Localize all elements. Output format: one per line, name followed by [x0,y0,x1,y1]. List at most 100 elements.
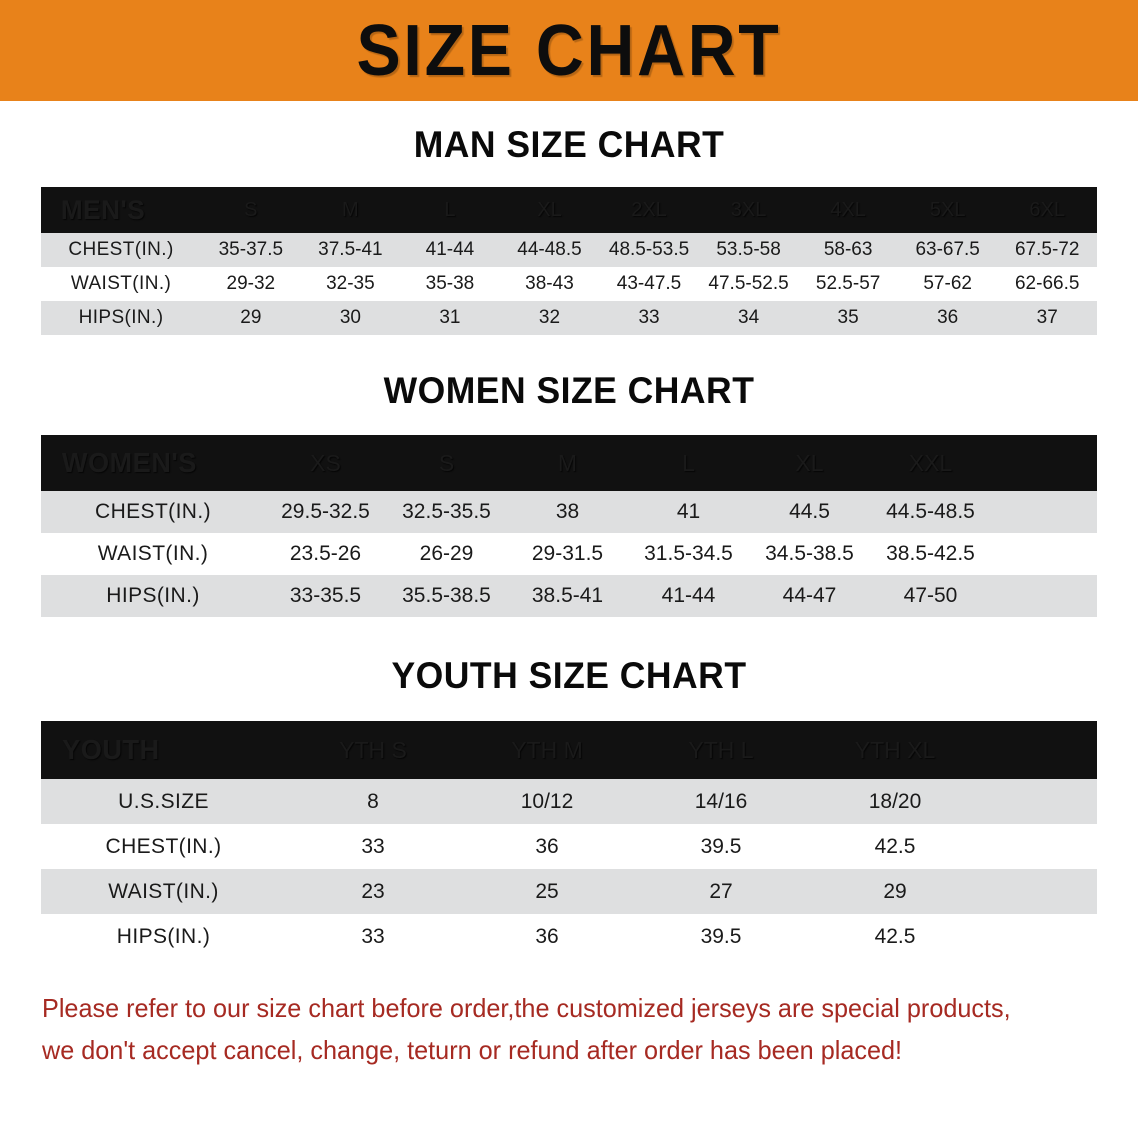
table-row: CHEST(IN.) 33 36 39.5 42.5 [41,824,1097,869]
table-row: HIPS(IN.) 33-35.5 35.5-38.5 38.5-41 41-4… [41,575,1097,617]
man-chest-2xl: 48.5-53.5 [608,239,690,260]
man-chest-s: 35-37.5 [218,239,284,260]
return-policy-line-2: we don't accept cancel, change, teturn o… [42,1035,903,1066]
youth-waist-l: 27 [709,879,733,903]
man-chest-5xl: 63-67.5 [915,239,980,260]
man-size-header-5xl: 5XL [929,198,966,221]
man-hips-6xl: 37 [1036,307,1058,328]
youth-ussize-xl: 18/20 [868,789,922,813]
man-hips-5xl: 36 [937,307,959,328]
man-chest-4xl: 58-63 [823,239,873,260]
man-hips-xl: 32 [538,307,561,328]
youth-hips-spacer [982,914,1097,959]
women-row-label-chest: CHEST(IN.) [95,500,211,523]
youth-ussize-m: 10/12 [520,789,574,813]
youth-header-label: YOUTH [62,734,160,765]
women-size-header-s: S [438,449,455,476]
youth-size-header-s: YTH S [339,736,407,763]
women-waist-m: 29-31.5 [531,542,604,565]
man-header-label: MEN'S [60,194,146,225]
youth-hips-s: 33 [361,924,385,948]
women-waist-spacer [991,533,1097,575]
youth-ussize-spacer [982,779,1097,824]
youth-row-label-waist: WAIST(IN.) [108,879,219,903]
youth-waist-xl: 29 [883,879,907,903]
women-hips-xl: 44-47 [782,584,837,607]
youth-chest-spacer [982,824,1097,869]
women-size-header-m: M [557,449,578,476]
women-waist-xl: 34.5-38.5 [765,542,854,565]
youth-ussize-s: 8 [367,789,379,813]
man-size-header-2xl: 2XL [631,198,667,221]
man-waist-6xl: 62-66.5 [1014,273,1080,294]
women-chest-spacer [991,491,1097,533]
man-row-label-hips: HIPS(IN.) [78,307,164,328]
man-size-table: MEN'S S M L XL 2XL 3XL 4XL 5XL 6XL CHEST… [41,187,1097,335]
women-hips-m: 38.5-41 [531,584,604,607]
youth-chest-xl: 42.5 [874,834,916,858]
women-hips-xxl: 47-50 [903,584,958,607]
man-size-table-wrapper: MEN'S S M L XL 2XL 3XL 4XL 5XL 6XL CHEST… [41,187,1097,335]
youth-hips-xl: 42.5 [874,924,916,948]
man-hips-m: 30 [339,307,361,328]
women-size-header-l: L [682,449,695,476]
return-policy-note: Please refer to our size chart before or… [42,987,1064,1071]
table-row: WAIST(IN.) 29-32 32-35 35-38 38-43 43-47… [41,267,1097,301]
man-section-title: MAN SIZE CHART [413,124,725,165]
man-size-header-xl: XL [537,198,562,221]
women-chest-s: 32.5-35.5 [402,500,491,523]
youth-hips-m: 36 [535,924,559,948]
women-header-label: WOMEN'S [61,447,197,478]
women-size-table-wrapper: WOMEN'S XS S M L XL XXL CHEST(IN.) 29.5-… [41,435,1097,617]
man-chest-xl: 44-48.5 [517,239,582,260]
man-chest-3xl: 53.5-58 [716,239,781,260]
women-row-label-hips: HIPS(IN.) [106,584,200,607]
youth-waist-spacer [982,869,1097,914]
man-waist-m: 32-35 [326,273,375,294]
man-waist-xl: 38-43 [525,273,574,294]
youth-header-spacer [982,721,1097,779]
man-waist-2xl: 43-47.5 [616,273,682,294]
youth-row-label-hips: HIPS(IN.) [116,924,211,948]
women-waist-xs: 23.5-26 [289,542,362,565]
youth-size-header-xl: YTH XL [854,736,936,763]
man-waist-3xl: 47.5-52.5 [708,273,789,294]
youth-ussize-l: 14/16 [694,789,748,813]
women-chest-xl: 44.5 [789,500,830,523]
man-size-header-l: L [444,198,456,221]
man-chest-l: 41-44 [425,239,475,260]
man-row-label-chest: CHEST(IN.) [68,239,174,260]
man-size-header-m: M [342,198,359,221]
page-title: SIZE CHART [356,10,782,91]
man-waist-4xl: 52.5-57 [815,273,881,294]
man-hips-2xl: 33 [638,307,660,328]
women-table-header-row: WOMEN'S XS S M L XL XXL [41,435,1097,491]
women-header-spacer [991,435,1097,491]
women-hips-s: 35.5-38.5 [402,584,491,607]
man-chest-6xl: 67.5-72 [1014,239,1080,260]
man-waist-5xl: 57-62 [923,273,972,294]
women-hips-xs: 33-35.5 [289,584,362,607]
man-hips-l: 31 [439,307,461,328]
table-row: WAIST(IN.) 23.5-26 26-29 29-31.5 31.5-34… [41,533,1097,575]
women-chest-xxl: 44.5-48.5 [886,500,975,523]
man-size-header-s: S [244,198,258,221]
women-size-header-xs: XS [310,449,341,476]
women-row-label-waist: WAIST(IN.) [97,542,209,565]
youth-waist-m: 25 [535,879,559,903]
youth-waist-s: 23 [361,879,385,903]
table-row: HIPS(IN.) 29 30 31 32 33 34 35 36 37 [41,301,1097,335]
table-row: CHEST(IN.) 29.5-32.5 32.5-35.5 38 41 44.… [41,491,1097,533]
man-row-label-waist: WAIST(IN.) [70,273,172,294]
youth-size-header-m: YTH M [511,736,583,763]
youth-chest-m: 36 [535,834,559,858]
man-table-header-row: MEN'S S M L XL 2XL 3XL 4XL 5XL 6XL [41,187,1097,233]
table-row: U.S.SIZE 8 10/12 14/16 18/20 [41,779,1097,824]
women-waist-s: 26-29 [419,542,474,565]
youth-row-label-us-size: U.S.SIZE [118,789,209,813]
man-size-header-3xl: 3XL [730,198,767,221]
women-size-header-xl: XL [795,449,824,476]
man-waist-l: 35-38 [425,273,475,294]
man-hips-4xl: 35 [837,307,859,328]
man-size-header-4xl: 4XL [830,198,866,221]
